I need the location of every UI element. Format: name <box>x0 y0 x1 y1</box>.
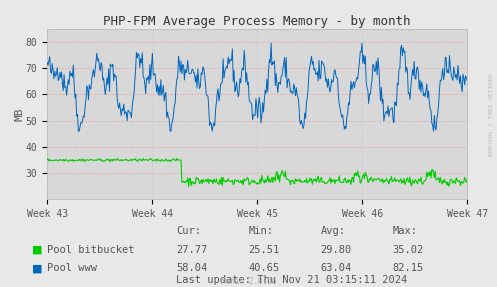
Text: Pool www: Pool www <box>47 263 97 273</box>
Text: 63.04: 63.04 <box>321 263 352 273</box>
Text: Cur:: Cur: <box>176 226 201 236</box>
Text: RRDTOOL / TOBI OETIKER: RRDTOOL / TOBI OETIKER <box>489 73 494 156</box>
Text: Last update: Thu Nov 21 03:15:11 2024: Last update: Thu Nov 21 03:15:11 2024 <box>176 275 408 285</box>
Text: 40.65: 40.65 <box>248 263 280 273</box>
Text: 35.02: 35.02 <box>393 245 424 255</box>
Text: ■: ■ <box>32 245 43 255</box>
Text: 29.80: 29.80 <box>321 245 352 255</box>
Text: Min:: Min: <box>248 226 273 236</box>
Text: 58.04: 58.04 <box>176 263 208 273</box>
Text: 25.51: 25.51 <box>248 245 280 255</box>
Title: PHP-FPM Average Process Memory - by month: PHP-FPM Average Process Memory - by mont… <box>103 15 411 28</box>
Text: 82.15: 82.15 <box>393 263 424 273</box>
Y-axis label: MB: MB <box>14 107 24 121</box>
Text: Max:: Max: <box>393 226 417 236</box>
Text: Avg:: Avg: <box>321 226 345 236</box>
Text: 27.77: 27.77 <box>176 245 208 255</box>
Text: Pool bitbucket: Pool bitbucket <box>47 245 135 255</box>
Text: ■: ■ <box>32 263 43 273</box>
Text: Munin 2.0.56: Munin 2.0.56 <box>221 277 276 286</box>
